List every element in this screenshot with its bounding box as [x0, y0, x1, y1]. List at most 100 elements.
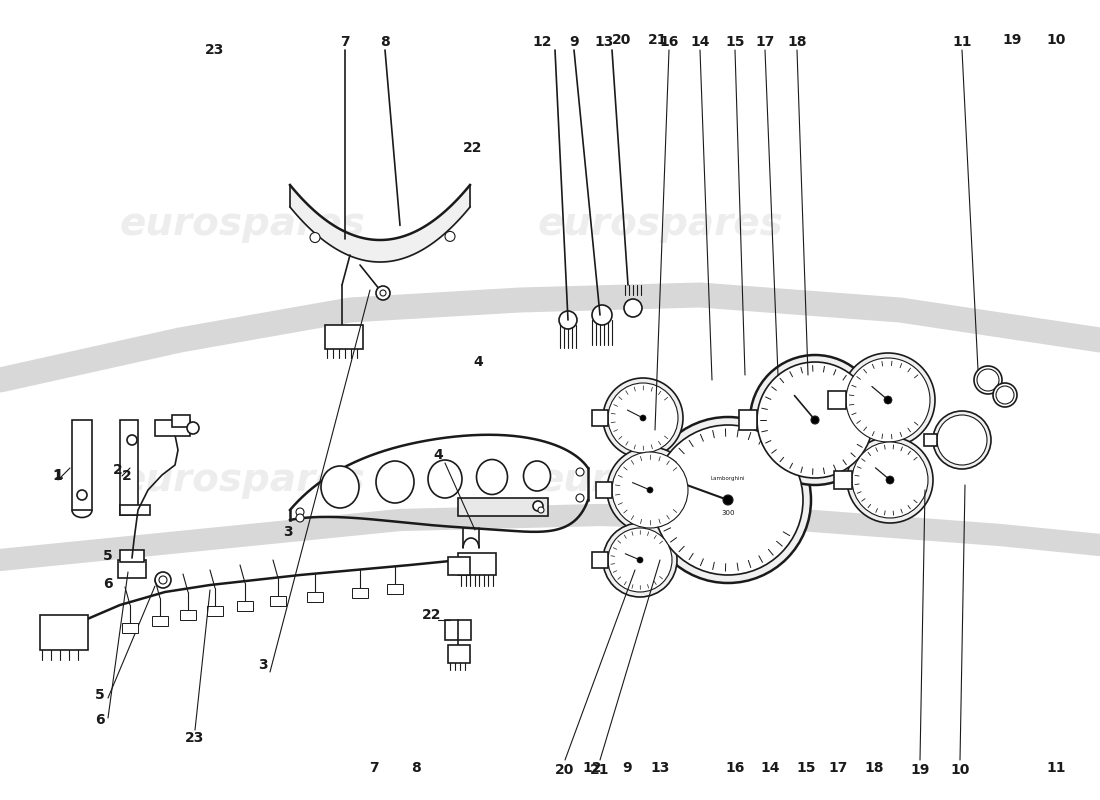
Text: Lamborghini: Lamborghini [711, 476, 746, 481]
Bar [631, 488, 653, 512]
Text: eurospares: eurospares [537, 205, 783, 243]
Circle shape [379, 290, 386, 296]
Bar [592, 410, 608, 426]
Text: 7: 7 [370, 761, 378, 775]
Text: 12: 12 [532, 35, 552, 49]
Circle shape [608, 528, 672, 592]
Text: 21: 21 [591, 763, 609, 777]
Circle shape [977, 369, 999, 391]
Bar [307, 592, 323, 602]
Circle shape [296, 514, 304, 522]
Text: 8: 8 [381, 35, 389, 49]
Circle shape [612, 452, 688, 528]
Text: 21: 21 [648, 33, 668, 47]
Circle shape [155, 572, 170, 588]
Text: 3: 3 [258, 658, 267, 672]
Circle shape [723, 495, 733, 505]
Text: 18: 18 [865, 761, 884, 775]
Bar [120, 550, 144, 562]
Text: 7: 7 [340, 35, 350, 49]
Text: 9: 9 [569, 35, 579, 49]
Circle shape [884, 396, 892, 404]
Circle shape [446, 231, 455, 242]
Text: 22: 22 [463, 141, 483, 155]
Text: 1: 1 [53, 469, 62, 483]
Circle shape [624, 299, 642, 317]
Circle shape [653, 425, 803, 575]
Bar [828, 391, 846, 409]
Circle shape [538, 507, 544, 513]
Text: eurospares: eurospares [119, 205, 365, 243]
Text: 20: 20 [556, 763, 574, 777]
Circle shape [996, 386, 1014, 404]
Text: 23: 23 [185, 731, 205, 745]
Circle shape [846, 358, 929, 442]
Bar [270, 596, 286, 606]
Circle shape [126, 435, 138, 445]
Circle shape [77, 490, 87, 500]
Bar [924, 434, 937, 446]
Bar [122, 623, 138, 633]
Text: 10: 10 [1046, 33, 1066, 47]
Bar [448, 557, 470, 575]
Bar [72, 420, 92, 510]
Circle shape [842, 353, 935, 447]
Ellipse shape [476, 459, 507, 494]
Text: 15: 15 [725, 35, 745, 49]
Circle shape [534, 501, 543, 511]
Bar [458, 553, 496, 575]
Circle shape [376, 286, 390, 300]
Text: 16: 16 [659, 35, 679, 49]
Circle shape [811, 416, 819, 424]
Bar [446, 620, 471, 640]
Text: 4: 4 [433, 448, 443, 462]
Circle shape [847, 437, 933, 523]
Text: 13: 13 [650, 761, 670, 775]
Circle shape [637, 557, 644, 563]
Text: 11: 11 [953, 35, 971, 49]
Circle shape [937, 415, 987, 465]
Bar [120, 505, 150, 515]
Bar [458, 498, 548, 516]
Text: 18: 18 [788, 35, 806, 49]
Text: 5: 5 [95, 688, 104, 702]
Bar [120, 420, 138, 515]
Circle shape [933, 411, 991, 469]
Circle shape [608, 383, 678, 453]
Circle shape [852, 442, 928, 518]
Bar [596, 482, 612, 498]
Circle shape [603, 523, 676, 597]
Bar [739, 410, 757, 430]
Circle shape [160, 576, 167, 584]
Bar [834, 471, 852, 489]
Circle shape [603, 378, 683, 458]
Text: 2: 2 [113, 463, 123, 477]
Circle shape [559, 311, 578, 329]
Circle shape [310, 233, 320, 242]
Circle shape [576, 468, 584, 476]
Bar [236, 601, 253, 611]
Text: 13: 13 [594, 35, 614, 49]
Text: 15: 15 [796, 761, 816, 775]
Ellipse shape [376, 461, 414, 503]
Text: 14: 14 [760, 761, 780, 775]
Bar [207, 606, 223, 616]
Text: 6: 6 [103, 577, 112, 591]
Text: 22: 22 [422, 608, 442, 622]
Text: 9: 9 [623, 761, 631, 775]
Circle shape [750, 355, 880, 485]
Text: 10: 10 [950, 763, 970, 777]
Bar [387, 584, 403, 594]
Text: 17: 17 [828, 761, 848, 775]
Bar [172, 415, 190, 427]
Bar [352, 588, 368, 598]
Bar [180, 610, 196, 620]
Text: 14: 14 [691, 35, 710, 49]
Text: 19: 19 [1002, 33, 1022, 47]
Text: 17: 17 [756, 35, 774, 49]
Bar [448, 645, 470, 663]
Text: 11: 11 [1046, 761, 1066, 775]
Bar [118, 560, 146, 578]
Circle shape [886, 476, 894, 484]
Text: 300: 300 [722, 510, 735, 516]
